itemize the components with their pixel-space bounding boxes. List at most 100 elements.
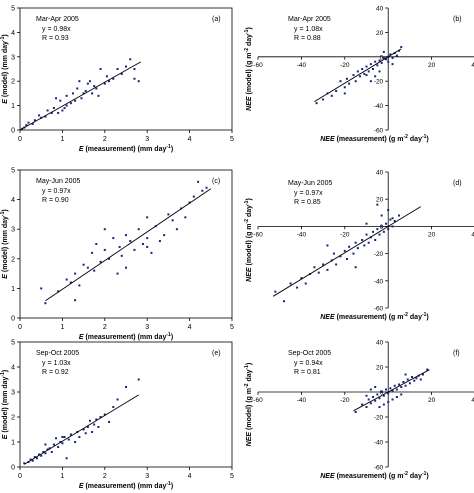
data-point bbox=[48, 447, 51, 450]
y-tick-label: 3 bbox=[11, 54, 15, 61]
x-tick-label: 20 bbox=[428, 62, 436, 69]
data-point bbox=[175, 228, 178, 231]
data-point bbox=[93, 269, 96, 272]
data-point bbox=[385, 222, 388, 225]
data-point bbox=[50, 111, 53, 114]
equation-label: y = 0.97x bbox=[294, 190, 323, 197]
data-point bbox=[354, 266, 357, 269]
data-point bbox=[74, 441, 77, 443]
data-point bbox=[345, 77, 348, 80]
x-tick-label: 5 bbox=[230, 473, 234, 480]
data-point bbox=[387, 392, 390, 395]
data-point bbox=[86, 426, 89, 428]
data-point bbox=[88, 80, 91, 83]
data-point bbox=[146, 216, 149, 219]
data-point bbox=[376, 64, 379, 67]
y-tick-label: 0 bbox=[11, 316, 15, 323]
data-point bbox=[76, 87, 79, 90]
data-point bbox=[91, 431, 94, 433]
data-point bbox=[365, 233, 368, 236]
y-tick-label: 0 bbox=[380, 54, 384, 61]
regression-line bbox=[45, 188, 212, 302]
data-point bbox=[103, 413, 106, 416]
data-point bbox=[112, 237, 115, 240]
data-point bbox=[197, 180, 200, 183]
data-point bbox=[97, 94, 100, 97]
data-point bbox=[112, 406, 115, 408]
data-point bbox=[289, 282, 292, 285]
data-point bbox=[374, 386, 377, 388]
y-tick-label: -40 bbox=[374, 278, 384, 285]
data-point bbox=[67, 438, 70, 441]
data-point bbox=[367, 70, 370, 73]
data-point bbox=[84, 432, 87, 435]
data-point bbox=[78, 436, 81, 438]
data-point bbox=[352, 252, 355, 255]
x-tick-label: 4 bbox=[188, 473, 192, 480]
data-point bbox=[304, 282, 307, 285]
data-point bbox=[343, 249, 346, 252]
x-tick-label: 3 bbox=[145, 324, 149, 331]
data-point bbox=[57, 446, 60, 448]
data-point bbox=[411, 376, 414, 378]
data-point bbox=[382, 403, 385, 406]
y-tick-label: 40 bbox=[376, 170, 384, 177]
data-point bbox=[112, 77, 115, 80]
data-point bbox=[274, 290, 277, 293]
data-point bbox=[125, 234, 127, 237]
data-point bbox=[380, 225, 383, 228]
data-point bbox=[103, 248, 106, 251]
period-label: Mar-Apr 2005 bbox=[288, 16, 331, 23]
y-tick-label: 2 bbox=[11, 415, 15, 422]
data-point bbox=[387, 228, 390, 231]
data-point bbox=[332, 252, 335, 255]
data-point bbox=[93, 85, 96, 88]
y-axis-title: E (model) (mm day-1) bbox=[0, 209, 9, 278]
data-point bbox=[369, 402, 372, 405]
data-point bbox=[188, 201, 191, 204]
y-tick-label: 4 bbox=[11, 197, 15, 204]
y-tick-label: -20 bbox=[374, 415, 384, 422]
regression-line bbox=[272, 206, 421, 297]
data-point bbox=[95, 243, 98, 245]
data-point bbox=[385, 58, 388, 61]
data-point bbox=[363, 244, 366, 247]
data-point bbox=[44, 452, 47, 455]
data-point bbox=[69, 433, 72, 436]
data-point bbox=[82, 263, 85, 266]
data-point bbox=[389, 53, 392, 56]
data-point bbox=[369, 80, 372, 83]
data-point bbox=[374, 75, 377, 78]
data-point bbox=[78, 80, 81, 83]
data-point bbox=[55, 97, 58, 100]
data-point bbox=[40, 454, 43, 457]
x-tick-label: -20 bbox=[340, 397, 350, 404]
data-point bbox=[419, 378, 422, 381]
data-point bbox=[33, 456, 36, 458]
data-point bbox=[44, 115, 47, 118]
data-point bbox=[378, 397, 381, 400]
x-axis-title: NEE (measurement) (g m-2 day-1) bbox=[320, 134, 429, 143]
data-point bbox=[315, 102, 318, 105]
data-point bbox=[335, 263, 338, 266]
data-point bbox=[365, 65, 368, 68]
y-axis-title: E (model) (mm day-1) bbox=[0, 34, 9, 103]
data-point bbox=[382, 50, 385, 53]
data-point bbox=[63, 436, 66, 438]
data-point bbox=[296, 286, 299, 289]
data-point bbox=[93, 423, 96, 426]
data-point bbox=[380, 61, 383, 64]
regression-line bbox=[314, 48, 402, 102]
data-point bbox=[86, 82, 89, 85]
data-point bbox=[137, 228, 140, 231]
data-point bbox=[57, 111, 60, 114]
data-point bbox=[52, 443, 55, 446]
data-point bbox=[363, 72, 366, 75]
panel-c: 0 1 2 3 4 5 0 1 2 3 4 5 E (measurement) (mm day-1) E … bbox=[0, 168, 234, 342]
data-point bbox=[361, 68, 364, 70]
x-tick-label: 4 bbox=[188, 324, 192, 331]
data-point bbox=[391, 398, 394, 401]
data-point bbox=[99, 68, 102, 70]
data-point bbox=[99, 416, 102, 418]
data-point bbox=[65, 457, 68, 460]
